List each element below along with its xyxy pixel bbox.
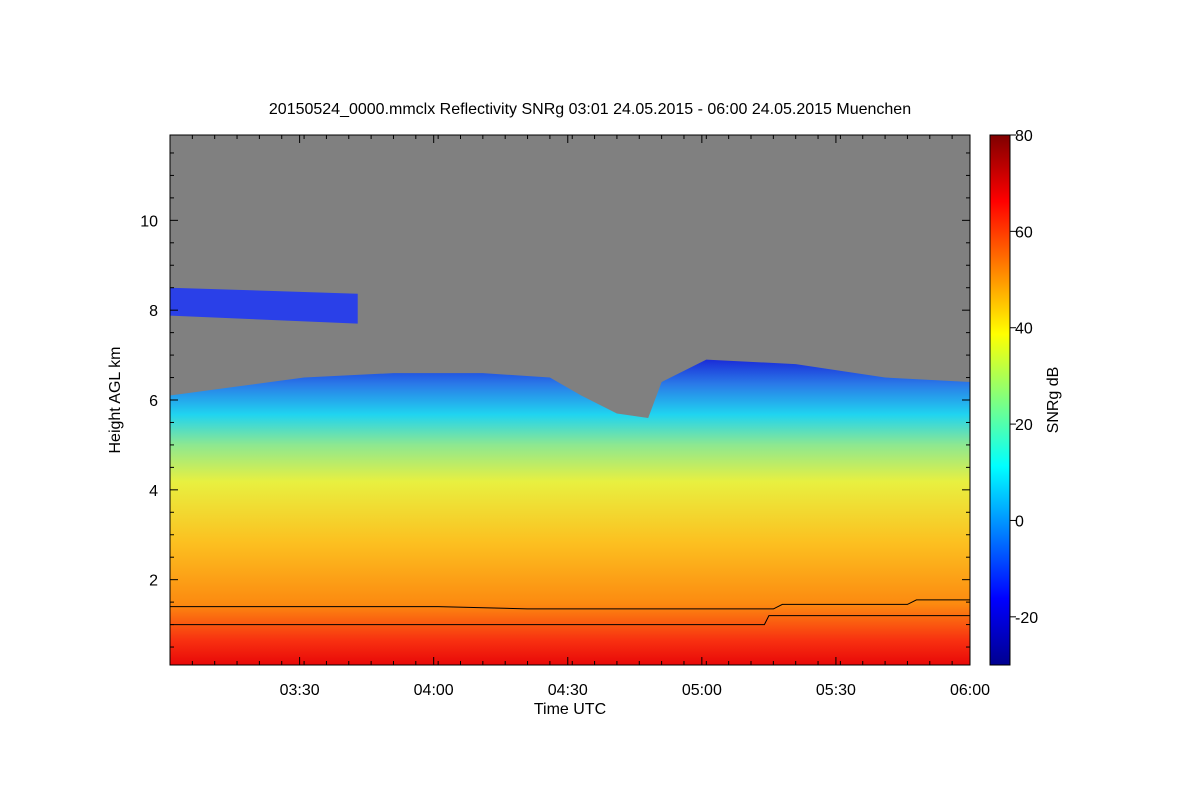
- colorbar-gradient: [989, 134, 1011, 666]
- y-tick-label: 6: [149, 393, 158, 410]
- x-axis-ticks: 03:30 04:00 04:30 05:00 05:30 06:00: [191, 135, 990, 699]
- x-tick-label: 03:30: [280, 682, 320, 699]
- upper-cloud-layer: [170, 287, 358, 324]
- colorbar-tick-label: -20: [1015, 610, 1038, 627]
- x-axis-label: Time UTC: [534, 701, 606, 718]
- colorbar-tick-label: 40: [1015, 321, 1033, 338]
- x-tick-label: 05:00: [682, 682, 722, 699]
- colorbar: -20 0 20 40 60 80 SNRg dB: [989, 128, 1062, 666]
- lower-line: [170, 615, 970, 626]
- chart-title: 20150524_0000.mmclx Reflectivity SNRg 03…: [269, 101, 911, 118]
- y-tick-label: 2: [149, 573, 158, 590]
- colorbar-tick-label: 80: [1015, 128, 1033, 145]
- echo-region: [170, 359, 970, 665]
- colorbar-ticks: -20 0 20 40 60 80: [1010, 128, 1038, 627]
- y-tick-label: 8: [149, 303, 158, 320]
- x-tick-label: 04:00: [414, 682, 454, 699]
- y-tick-label: 10: [140, 213, 158, 230]
- x-tick-label: 04:30: [548, 682, 588, 699]
- colorbar-tick-label: 20: [1015, 417, 1033, 434]
- y-axis-ticks: 2 4 6 8 10: [140, 152, 970, 648]
- x-tick-label: 05:30: [816, 682, 856, 699]
- y-tick-label: 4: [149, 483, 158, 500]
- colorbar-tick-label: 0: [1015, 513, 1024, 530]
- colorbar-label: SNRg dB: [1045, 367, 1062, 434]
- x-tick-label: 06:00: [950, 682, 990, 699]
- plot-area: [170, 135, 970, 665]
- cloud-base-line: [170, 599, 970, 610]
- colorbar-tick-label: 60: [1015, 224, 1033, 241]
- y-axis-label: Height AGL km: [107, 346, 124, 453]
